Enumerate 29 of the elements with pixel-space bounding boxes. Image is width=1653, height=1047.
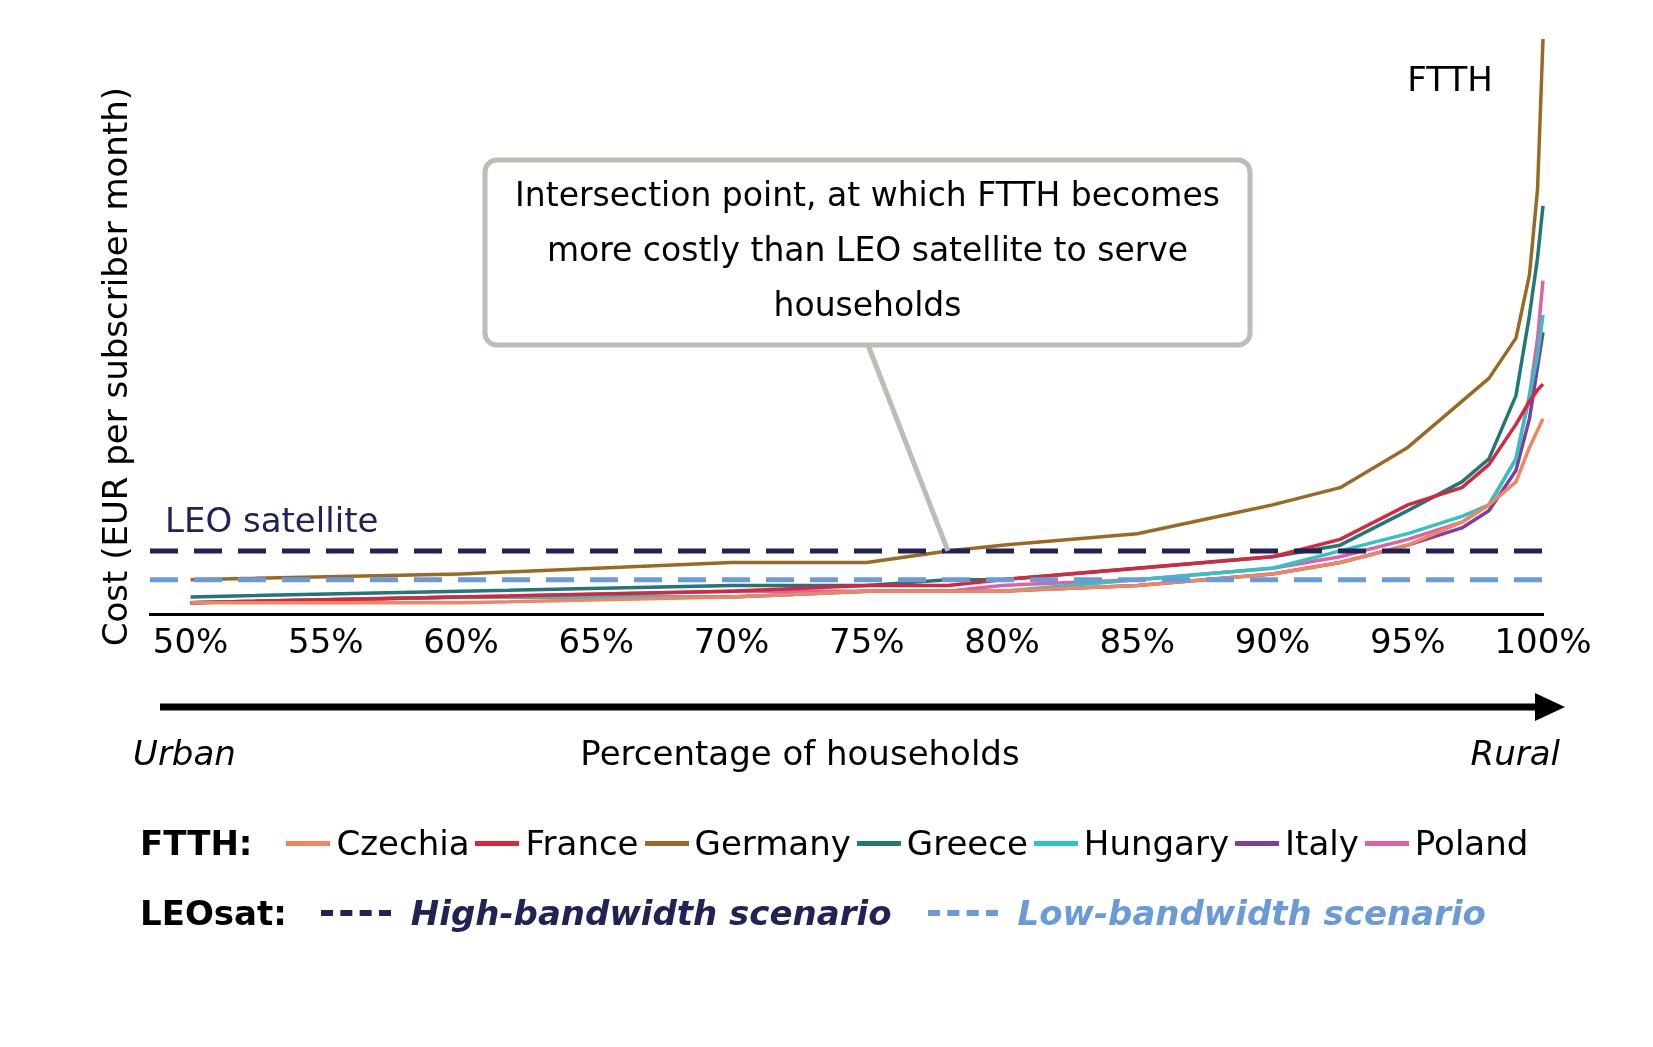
x-tick-label: 70% xyxy=(693,621,770,662)
legend-label: Low-bandwidth scenario xyxy=(1017,893,1486,933)
x-tick-label: 90% xyxy=(1234,621,1311,662)
annotation: Intersection point, at which FTTH becomes more costly than LEO satellite to serve households xyxy=(515,175,1220,325)
x-tick-label: 95% xyxy=(1369,621,1446,662)
y-axis-title: Cost (EUR per subscriber month) xyxy=(94,86,135,647)
legend-label: Italy xyxy=(1285,823,1359,863)
text: Urban xyxy=(133,732,236,773)
x-axis-title: Percentage of households xyxy=(580,732,1020,773)
text: LEOsat: xyxy=(140,893,287,933)
legend-label: Greece xyxy=(906,823,1028,863)
x-tick-label: 80% xyxy=(964,621,1040,662)
annotation: LEO satellite xyxy=(165,499,379,540)
legend-label: Germany xyxy=(694,823,851,863)
legend-label: Hungary xyxy=(1083,823,1230,863)
text: Rural xyxy=(1470,732,1561,773)
legend-title: FTTH: xyxy=(140,823,253,863)
x-tick-label: 85% xyxy=(1099,621,1176,662)
x-tick-label: 50% xyxy=(152,621,229,662)
annotation: FTTH xyxy=(1407,58,1493,99)
legend-label: Poland xyxy=(1414,823,1529,863)
x-tick-label: 55% xyxy=(288,621,364,662)
legend-label: High-bandwidth scenario xyxy=(410,893,892,933)
legend-label: Czechia xyxy=(336,823,470,863)
x-tick-label: 75% xyxy=(829,621,905,662)
x-tick-label: 65% xyxy=(558,621,635,662)
x-tick-label: 100% xyxy=(1494,621,1592,662)
legend-label: France xyxy=(525,823,639,863)
x-tick-label: 60% xyxy=(423,621,499,662)
